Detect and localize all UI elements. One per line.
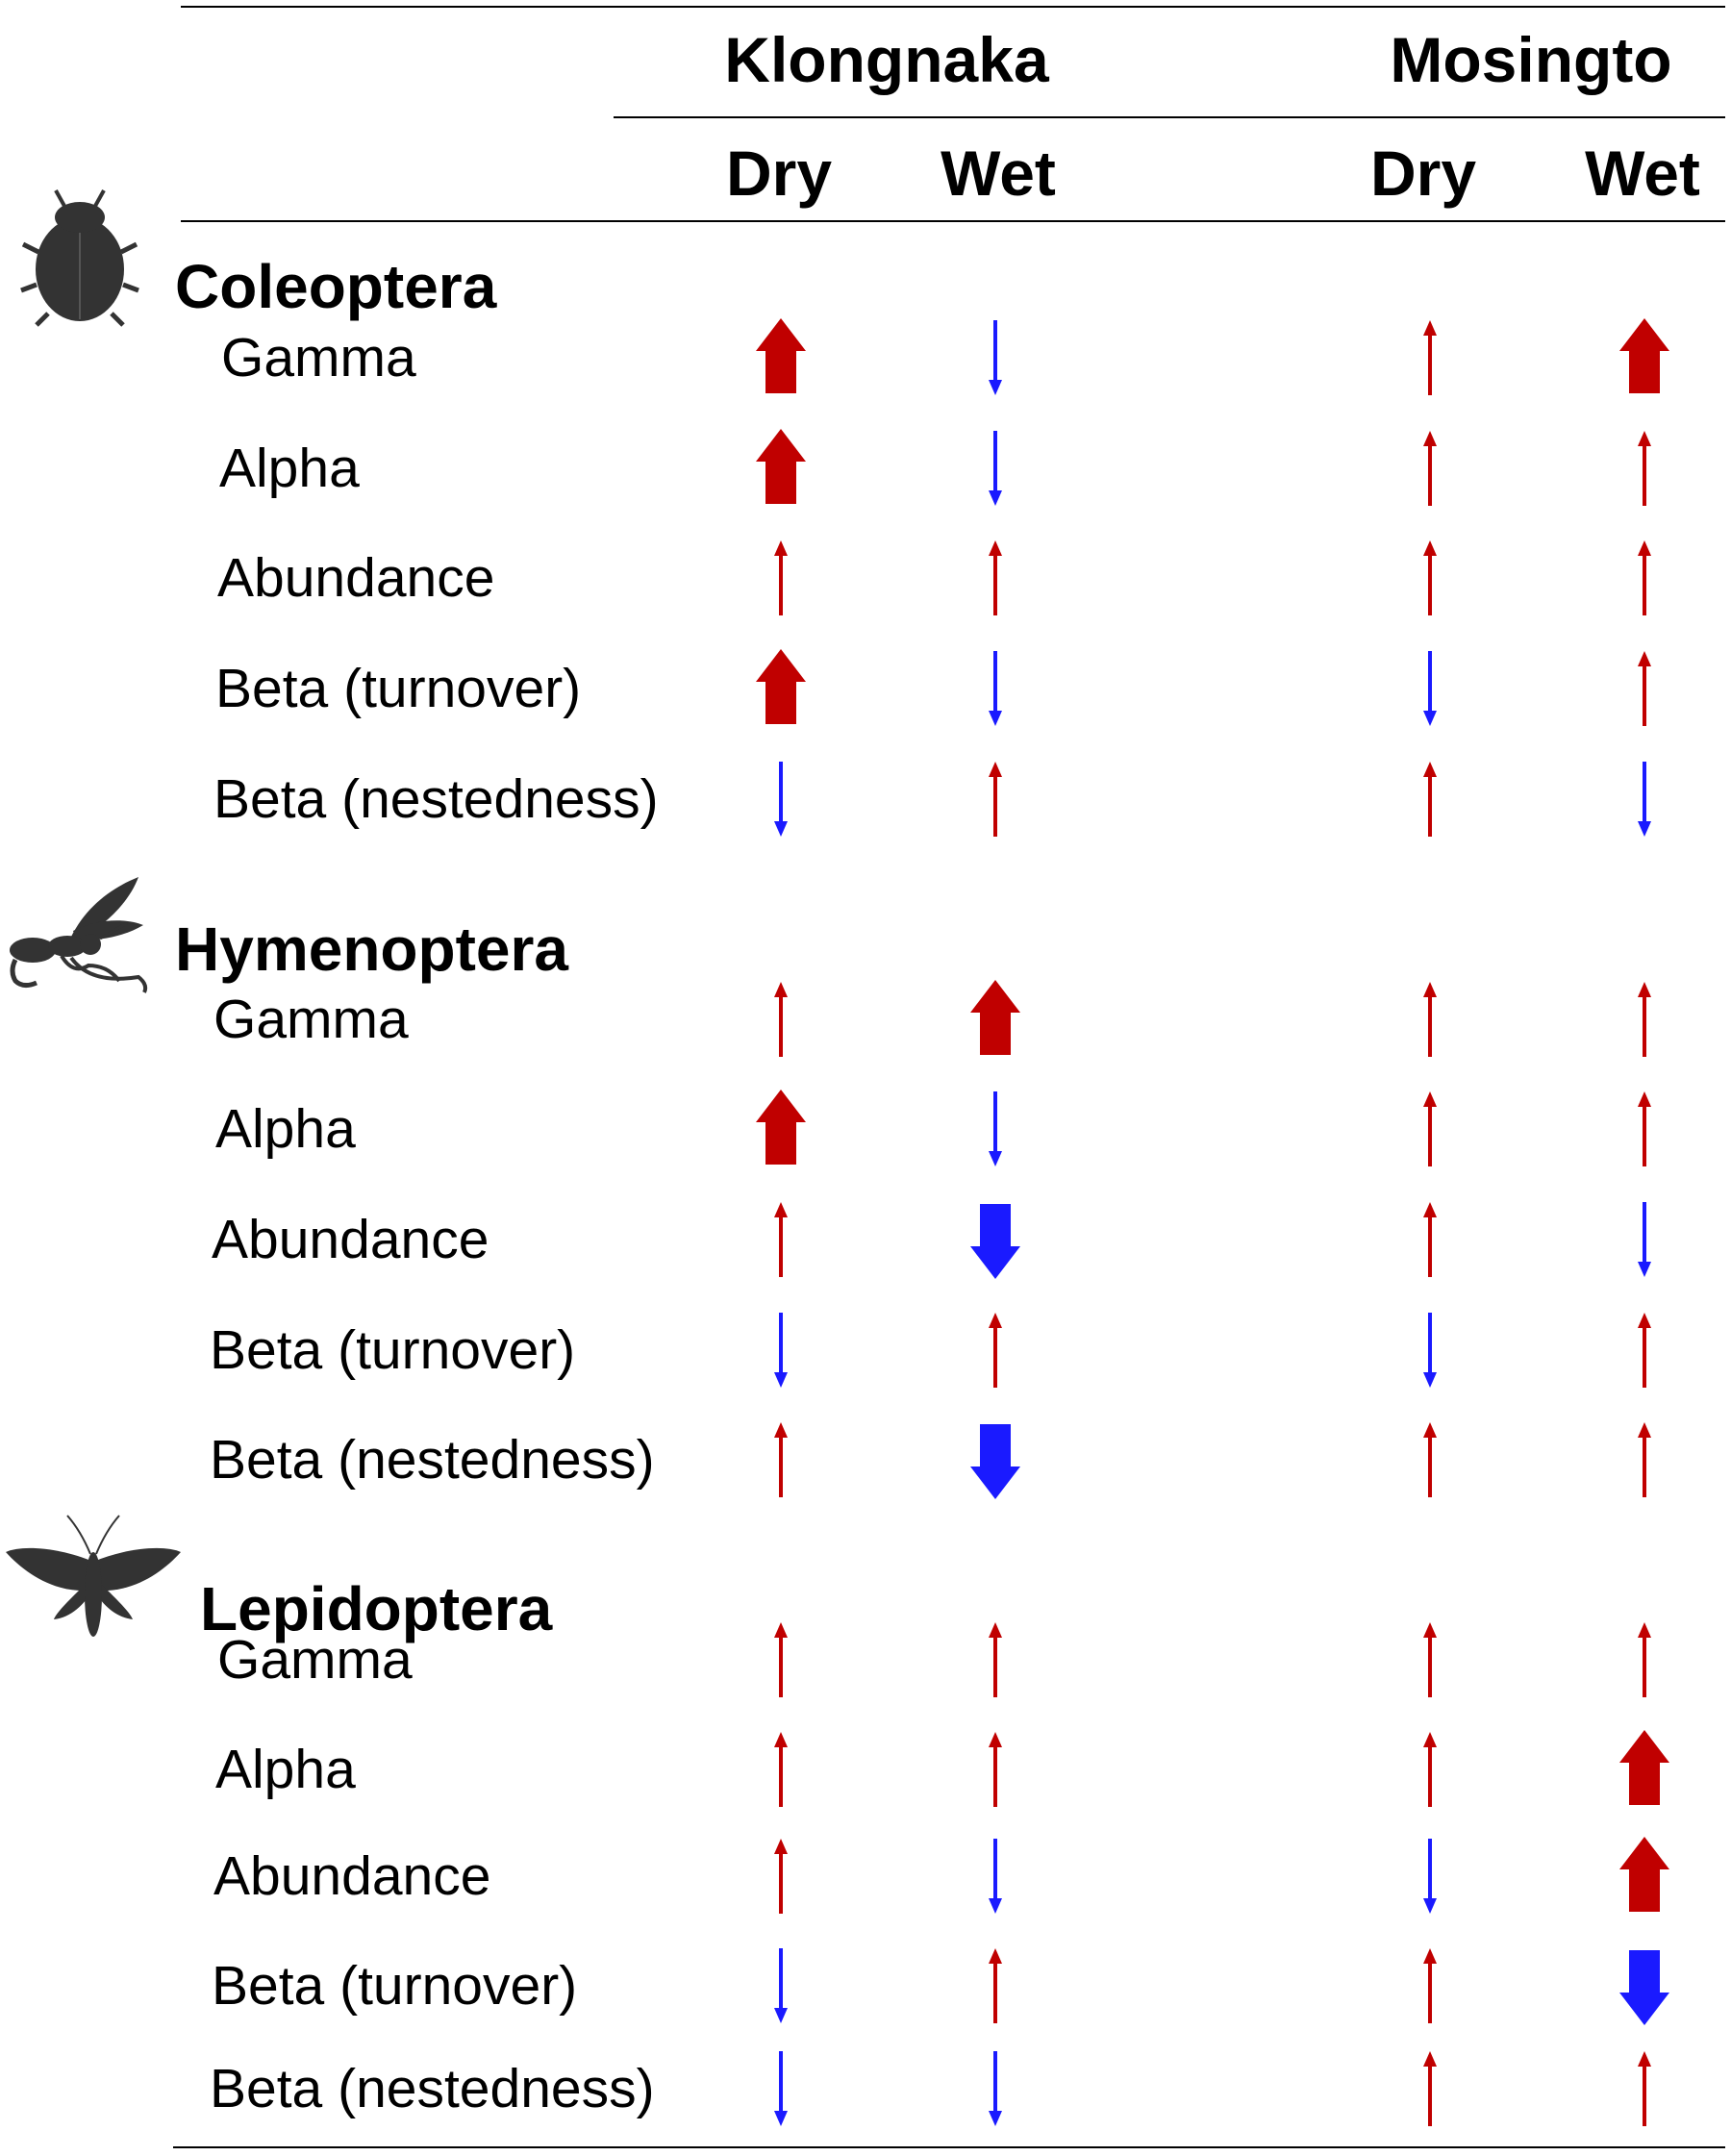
arrow-up-small-icon <box>1372 1088 1488 1170</box>
metric-label: Beta (turnover) <box>215 658 582 719</box>
arrow-up-small-icon <box>723 1835 839 1918</box>
arrow-up-small-icon <box>1372 2047 1488 2130</box>
arrow-up-large-icon <box>1587 1835 1702 1918</box>
arrow-up-small-icon <box>723 1198 839 1281</box>
arrow-down-small-icon <box>723 1944 839 2027</box>
arrow-up-small-icon <box>1587 1309 1702 1391</box>
group-label-coleoptera: Coleoptera <box>175 252 497 321</box>
metric-label: Abundance <box>213 1845 491 1907</box>
arrow-up-small-icon <box>1587 1618 1702 1701</box>
arrow-up-small-icon <box>723 537 839 619</box>
arrow-up-small-icon <box>1587 647 1702 730</box>
arrow-up-small-icon <box>1587 1088 1702 1170</box>
arrow-down-small-icon <box>938 2047 1053 2130</box>
arrow-down-small-icon <box>1587 1198 1702 1281</box>
site-underline <box>614 116 1725 118</box>
header-bottom-rule <box>181 220 1725 222</box>
metric-label: Beta (nestedness) <box>210 1429 655 1491</box>
arrow-up-large-icon <box>723 1088 839 1170</box>
arrow-down-small-icon <box>723 1309 839 1391</box>
arrow-down-large-icon <box>938 1418 1053 1501</box>
arrow-up-small-icon <box>938 1618 1053 1701</box>
arrow-up-small-icon <box>1587 537 1702 619</box>
arrow-down-large-icon <box>938 1198 1053 1281</box>
metric-label: Alpha <box>215 1739 356 1800</box>
arrow-up-small-icon <box>1372 316 1488 399</box>
metric-label: Beta (turnover) <box>210 1319 576 1381</box>
arrow-down-small-icon <box>1587 758 1702 840</box>
site-header-mosingto: Mosingto <box>1390 24 1672 95</box>
arrow-down-small-icon <box>1372 1309 1488 1391</box>
arrow-down-small-icon <box>938 427 1053 510</box>
arrow-up-small-icon <box>1372 1944 1488 2027</box>
arrow-up-small-icon <box>938 1728 1053 1811</box>
arrow-down-small-icon <box>1372 1835 1488 1918</box>
arrow-up-large-icon <box>1587 1728 1702 1811</box>
arrow-up-small-icon <box>1372 758 1488 840</box>
arrow-up-large-icon <box>1587 316 1702 399</box>
metric-label: Alpha <box>219 438 360 499</box>
season-header-mosingto-wet: Wet <box>1585 138 1700 209</box>
metric-label: Beta (nestedness) <box>213 768 659 830</box>
arrow-up-small-icon <box>723 1728 839 1811</box>
arrow-up-small-icon <box>1587 978 1702 1061</box>
arrow-down-small-icon <box>938 1835 1053 1918</box>
arrow-up-small-icon <box>723 1418 839 1501</box>
metric-label: Beta (turnover) <box>212 1955 578 2017</box>
metric-label: Gamma <box>217 1629 413 1691</box>
arrow-down-small-icon <box>1372 647 1488 730</box>
arrow-down-large-icon <box>1587 1944 1702 2027</box>
arrow-up-small-icon <box>1372 537 1488 619</box>
metric-label: Gamma <box>213 989 409 1050</box>
arrow-down-small-icon <box>723 2047 839 2130</box>
arrow-up-small-icon <box>723 978 839 1061</box>
wasp-icon <box>10 877 148 993</box>
metric-label: Alpha <box>215 1098 356 1160</box>
arrow-up-small-icon <box>1587 427 1702 510</box>
season-header-klongnaka-wet: Wet <box>941 138 1056 209</box>
metric-label: Beta (nestedness) <box>210 2058 655 2119</box>
arrow-up-small-icon <box>1372 1618 1488 1701</box>
arrow-down-small-icon <box>938 1088 1053 1170</box>
arrow-up-small-icon <box>938 1309 1053 1391</box>
arrow-up-small-icon <box>723 1618 839 1701</box>
group-label-hymenoptera: Hymenoptera <box>175 915 568 984</box>
bottom-rule <box>173 2146 1725 2148</box>
arrow-up-small-icon <box>1372 1418 1488 1501</box>
group-label-lepidoptera: Lepidoptera <box>200 1574 553 1643</box>
arrow-up-small-icon <box>1372 1198 1488 1281</box>
beetle-icon <box>20 189 139 327</box>
metric-label: Abundance <box>212 1209 489 1270</box>
arrow-up-small-icon <box>1587 1418 1702 1501</box>
arrow-up-small-icon <box>1372 1728 1488 1811</box>
season-header-klongnaka-dry: Dry <box>725 138 833 209</box>
site-header-klongnaka: Klongnaka <box>724 24 1049 95</box>
arrow-up-small-icon <box>938 758 1053 840</box>
arrow-up-large-icon <box>723 647 839 730</box>
arrow-down-small-icon <box>938 316 1053 399</box>
arrow-up-small-icon <box>1372 978 1488 1061</box>
arrow-up-large-icon <box>938 978 1053 1061</box>
arrow-up-small-icon <box>1372 427 1488 510</box>
season-header-mosingto-dry: Dry <box>1369 138 1477 209</box>
arrow-up-small-icon <box>938 1944 1053 2027</box>
metric-label: Abundance <box>217 547 495 609</box>
top-rule <box>181 6 1725 8</box>
metric-label: Gamma <box>221 327 416 389</box>
arrow-up-small-icon <box>1587 2047 1702 2130</box>
arrow-up-small-icon <box>938 537 1053 619</box>
arrow-down-small-icon <box>938 647 1053 730</box>
arrow-up-large-icon <box>723 316 839 399</box>
arrow-up-large-icon <box>723 427 839 510</box>
moth-icon <box>6 1515 181 1637</box>
arrow-down-small-icon <box>723 758 839 840</box>
